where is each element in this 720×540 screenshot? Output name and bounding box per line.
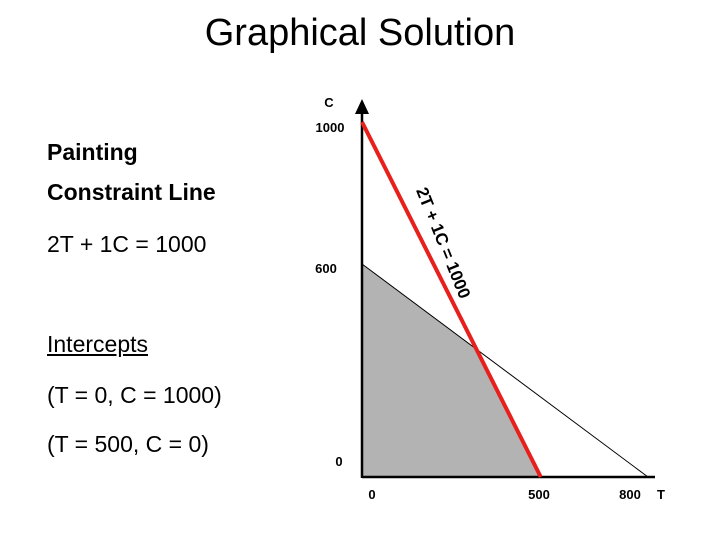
painting-heading: Painting xyxy=(47,139,138,165)
y-tick-0: 0 xyxy=(335,454,342,469)
y-axis-arrowhead xyxy=(355,99,369,114)
slide-title: Graphical Solution xyxy=(204,12,516,54)
x-tick-0: 0 xyxy=(368,487,375,502)
x-tick-500: 500 xyxy=(528,487,550,502)
intercepts-heading: Intercepts xyxy=(47,331,148,357)
feasible-region xyxy=(362,264,541,477)
painting-constraint-line xyxy=(360,121,543,478)
second-constraint-line xyxy=(361,263,649,478)
y-tick-1000: 1000 xyxy=(316,120,345,135)
intercept-point-1: (T = 0, C = 1000) xyxy=(47,382,222,408)
x-axis-name: T xyxy=(657,487,665,502)
y-tick-600: 600 xyxy=(315,261,337,276)
constraint-equation: 2T + 1C = 1000 xyxy=(47,231,207,257)
intercept-point-2: (T = 500, C = 0) xyxy=(47,431,209,457)
x-tick-800: 800 xyxy=(619,487,641,502)
y-axis-name: C xyxy=(324,95,334,110)
constraint-line-heading: Constraint Line xyxy=(47,179,216,205)
